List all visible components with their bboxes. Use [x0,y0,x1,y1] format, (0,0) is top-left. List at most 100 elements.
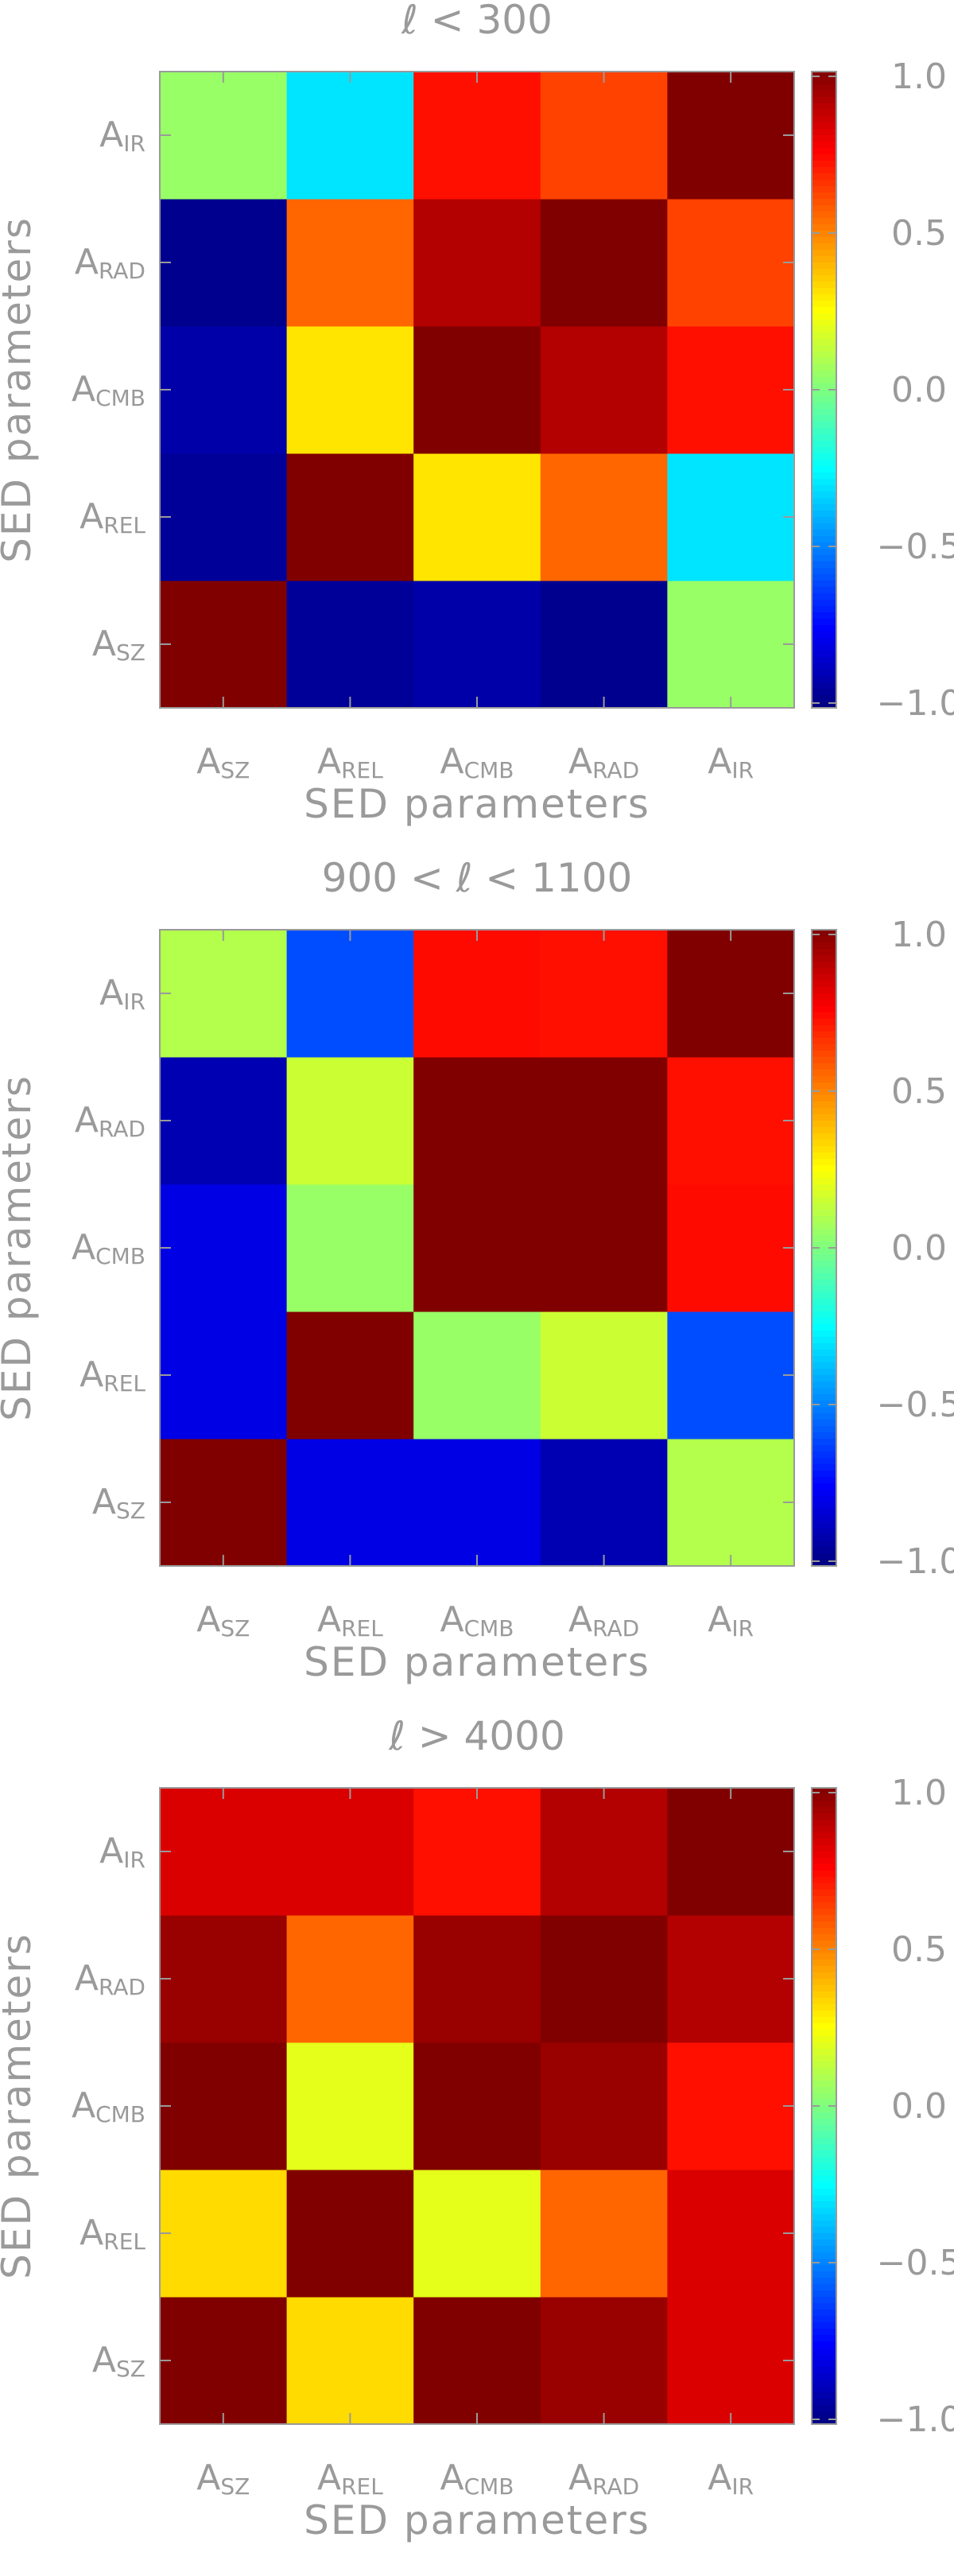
colorbar-tick-label: −1.0 [877,1541,954,1582]
colorbar-segment [812,2418,836,2425]
y-tick-label-IR: AIR [99,1831,145,1873]
colorbar-segment [812,1560,836,1567]
colorbar-segment [812,1464,836,1471]
colorbar-segment [812,1820,836,1827]
heatmap-cell-IR-SZ [160,1788,288,1916]
heatmap-cell-RAD-IR [667,1057,795,1185]
colorbar-segment [812,129,836,136]
colorbar-segment [812,282,836,289]
colorbar-segment [812,542,836,550]
colorbar-segment [812,1547,836,1554]
heatmap-cell-SZ-RAD [540,581,668,709]
y-axis-label: SED parameters [0,216,40,563]
x-axis-label: SED parameters [304,2497,650,2543]
colorbar-segment [812,383,836,390]
heatmap-cell-CMB-SZ [160,1184,288,1312]
heatmap-cell-SZ-CMB [413,581,541,709]
x-tick-label-REL: AREL [317,741,383,783]
colorbar-tick-label: 0.5 [891,213,947,254]
colorbar-segment [812,1877,836,1884]
colorbar-segment [812,2030,836,2037]
colorbar-segment [812,2214,836,2221]
colorbar-segment [812,1941,836,1948]
colorbar-segment [812,1381,836,1389]
colorbar-segment [812,262,836,270]
colorbar-segment [812,1318,836,1325]
colorbar-segment [812,1222,836,1230]
heatmap-cell-RAD-REL [286,1057,414,1185]
colorbar-segment [812,294,836,301]
colorbar-segment [812,485,836,492]
colorbar-segment [812,2367,836,2374]
colorbar-segment [812,1439,836,1446]
colorbar-segment [812,1388,836,1395]
colorbar-segment [812,606,836,613]
colorbar-segment [812,549,836,556]
colorbar-segment [812,1477,836,1484]
heatmap-cell-SZ-CMB [413,1439,541,1567]
colorbar-segment [812,142,836,149]
heatmap-cell-IR-CMB [413,72,541,200]
colorbar-segment [812,1839,836,1846]
colorbar-segment [812,1413,836,1420]
colorbar-segment [812,2093,836,2100]
heatmap-cell-CMB-CMB [413,1184,541,1312]
colorbar-segment [812,981,836,988]
colorbar-segment [812,1019,836,1026]
colorbar-tick-label: 0.0 [891,370,947,410]
colorbar-segment [812,110,836,117]
colorbar-segment [812,2265,836,2272]
colorbar-segment [812,1985,836,1992]
colorbar-segment [812,1966,836,1973]
colorbar-segment [812,2208,836,2215]
heatmap-panel-2: 900 < ℓ < 1100 ASZ AREL ACMB ARAD AIR ASZ AREL A… [0,855,954,1685]
colorbar-segment [812,161,836,168]
colorbar-segment [812,1432,836,1440]
colorbar-segment [812,1509,836,1516]
colorbar-segment [812,1006,836,1013]
colorbar-segment [812,192,836,200]
colorbar-segment [812,930,836,937]
colorbar-segment [812,1953,836,1960]
colorbar-segment [812,2227,836,2234]
colorbar-segment [812,2176,836,2183]
colorbar-segment [812,428,836,435]
x-tick-label-SZ: ASZ [196,741,250,783]
colorbar-tick-label: 1.0 [891,1773,947,1813]
x-tick-label-REL: AREL [317,1599,383,1642]
colorbar-segment [812,256,836,263]
colorbar-segment [812,1883,836,1890]
heatmap-cell-CMB-RAD [540,1184,668,1312]
y-tick-label-SZ: ASZ [92,624,145,666]
colorbar-segment [812,1089,836,1096]
colorbar-segment [812,377,836,384]
colorbar-tick-label: −1.0 [877,2399,954,2440]
colorbar-segment [812,2303,836,2310]
heatmap-cell-SZ-IR [667,1439,795,1567]
colorbar-segment [812,561,836,569]
colorbar-segment [812,1902,836,1910]
colorbar-segment [812,1152,836,1160]
heatmap-cell-IR-IR [667,1788,795,1916]
colorbar-segment [812,320,836,327]
heatmap-cell-SZ-REL [286,2297,414,2425]
colorbar-segment [812,942,836,950]
colorbar-segment [812,479,836,486]
colorbar-segment [812,1553,836,1560]
colorbar-tick-label: 0.0 [891,2086,947,2127]
colorbar-tick-label: −0.5 [877,526,954,567]
heatmap-cell-REL-REL [286,1311,414,1440]
colorbar-segment [812,987,836,994]
colorbar-segment [812,701,836,709]
colorbar-segment [812,695,836,702]
colorbar-segment [812,2144,836,2151]
colorbar-segment [812,1915,836,1922]
colorbar-segment [812,352,836,359]
heatmap-cell-CMB-RAD [540,2042,668,2170]
colorbar-segment [812,415,836,422]
heatmap-cell-REL-CMB [413,1311,541,1440]
colorbar-segment [812,1121,836,1128]
heatmap-panel-3: ℓ > 4000 ASZ AREL ACMB ARAD AIR ASZ AREL ACMB ARA… [0,1713,954,2543]
colorbar-segment [812,2004,836,2011]
colorbar-segment [812,1286,836,1293]
